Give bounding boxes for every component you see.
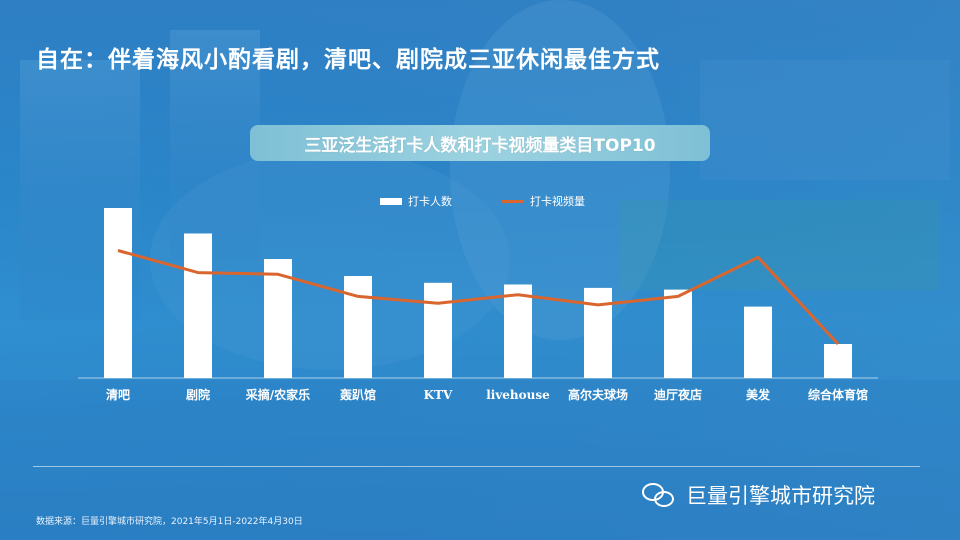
chart-title: 三亚泛生活打卡人数和打卡视频量类目TOP10 [250, 125, 710, 161]
wechat-icon [642, 481, 676, 509]
legend-item-bars: 打卡人数 [380, 193, 452, 209]
bar-3 [344, 276, 372, 378]
x-tick-label-0: 清吧 [106, 387, 130, 402]
x-tick-label-3: 轰趴馆 [339, 387, 376, 402]
chart-legend: 打卡人数 打卡视频量 [380, 193, 585, 209]
bar-5 [504, 284, 532, 378]
bar-4 [424, 282, 452, 378]
legend-item-line: 打卡视频量 [502, 193, 585, 209]
divider [33, 466, 920, 467]
x-tick-label-4: KTV [424, 388, 453, 402]
bar-1 [184, 233, 212, 378]
x-tick-label-9: 综合体育馆 [808, 387, 868, 402]
legend-label-bars: 打卡人数 [408, 195, 452, 208]
page-title: 自在：伴着海风小酌看剧，清吧、剧院成三亚休闲最佳方式 [36, 47, 660, 73]
series-line-video-count [117, 249, 840, 346]
legend-swatch-bar [380, 197, 402, 205]
bar-8 [744, 306, 772, 378]
bar-2 [264, 259, 292, 378]
bar-9 [824, 344, 852, 378]
bar-6 [584, 287, 612, 378]
data-source: 数据来源：巨量引擎城市研究院，2021年5月1日-2022年4月30日 [36, 517, 303, 527]
x-tick-label-2: 采摘/农家乐 [245, 387, 310, 402]
bar-7 [664, 289, 692, 378]
x-tick-label-6: 高尔夫球场 [568, 387, 628, 402]
legend-swatch-line [502, 199, 524, 203]
brand-mark: 巨量引擎城市研究院 [642, 480, 875, 510]
x-tick-label-7: 迪厅夜店 [654, 387, 702, 402]
x-tick-label-5: livehouse [486, 388, 550, 402]
x-tick-label-8: 美发 [746, 387, 771, 402]
legend-label-line: 打卡视频量 [530, 195, 585, 208]
bar-0 [104, 208, 132, 378]
x-tick-label-1: 剧院 [186, 387, 210, 402]
brand-name: 巨量引擎城市研究院 [686, 484, 875, 508]
